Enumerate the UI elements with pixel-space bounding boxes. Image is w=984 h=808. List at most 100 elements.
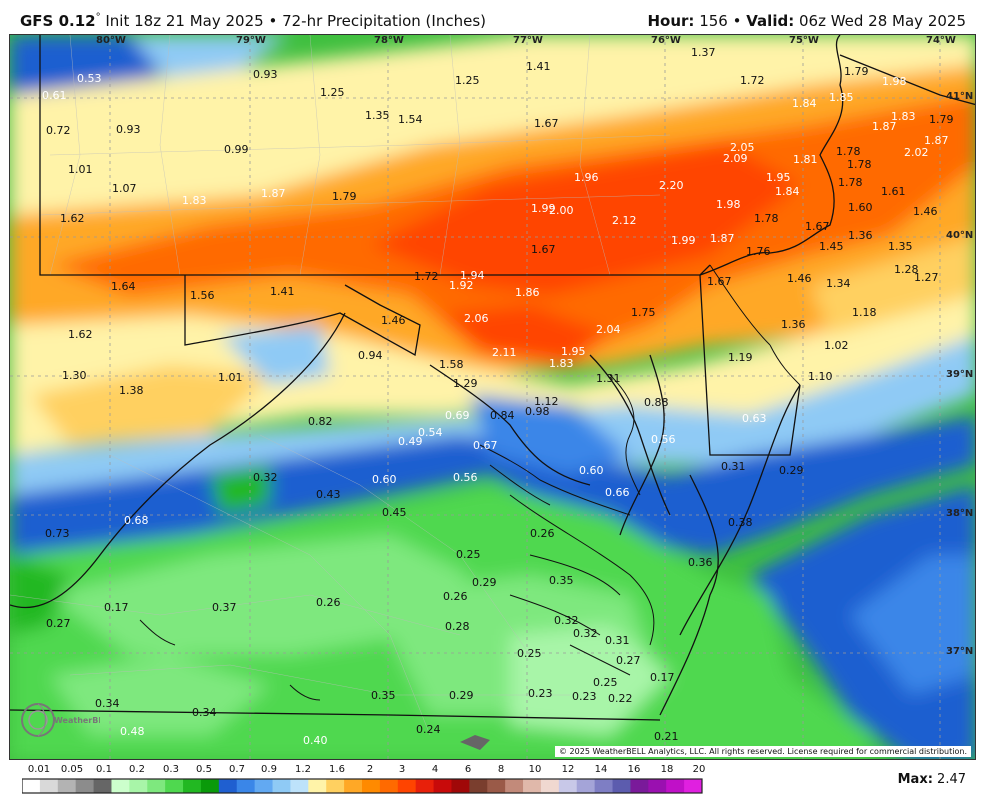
copyright-notice: © 2025 WeatherBELL Analytics, LLC. All r…	[555, 746, 971, 757]
precip-value: 1.27	[914, 271, 939, 284]
legend-tick-label: 0.3	[163, 764, 179, 775]
legend-tick-label: 4	[431, 764, 439, 775]
legend-tick-label: 6	[464, 764, 472, 775]
precip-value: 1.35	[365, 109, 390, 122]
legend-swatch	[469, 779, 488, 793]
precip-value: 0.82	[308, 415, 333, 428]
precip-value: 0.66	[605, 486, 630, 499]
precip-value: 1.46	[381, 314, 406, 327]
precip-value: 0.68	[124, 514, 149, 527]
precip-value: 0.26	[316, 596, 341, 609]
precip-value: 0.48	[120, 725, 145, 738]
longitude-label: 78°W	[374, 35, 404, 46]
legend-swatch	[505, 779, 524, 793]
legend-swatch	[290, 779, 309, 793]
coastline	[139, 374, 655, 701]
legend-swatch	[236, 779, 256, 793]
legend-swatch	[22, 779, 41, 793]
legend-swatch	[326, 779, 345, 793]
precip-value: 0.34	[95, 697, 120, 710]
precip-value: 0.63	[742, 412, 767, 425]
precip-value: 0.60	[372, 473, 397, 486]
legend-tick-label: 14	[594, 764, 608, 775]
precip-value: 0.56	[651, 433, 676, 446]
legend-swatch	[630, 779, 649, 793]
precipitation-map: 80°W 79°W 78°W 77°W 76°W 75°W 74°W 41°N 40°N 39°…	[9, 34, 976, 760]
precip-value: 1.67	[707, 275, 732, 288]
title-separator: •	[268, 12, 278, 30]
legend-bar	[21, 778, 703, 794]
precip-value: 1.62	[60, 212, 85, 225]
legend-swatch	[200, 779, 220, 793]
precip-value: 1.79	[332, 190, 357, 203]
legend-swatch	[576, 779, 596, 793]
precip-value: 0.27	[46, 617, 71, 630]
valid-time-header: Hour: 156 • Valid: 06z Wed 28 May 2025	[647, 12, 966, 30]
precip-value: 0.61	[42, 89, 67, 102]
precip-value: 1.36	[848, 229, 873, 242]
precip-value: 0.98	[525, 405, 550, 418]
legend-swatch	[362, 779, 381, 793]
precip-value: 1.29	[453, 377, 478, 390]
latitude-label: 40°N	[946, 230, 974, 241]
precip-value: 1.01	[68, 163, 93, 176]
legend-swatch	[648, 779, 667, 793]
lat-lon-grid	[10, 35, 975, 759]
legend-swatch	[308, 779, 327, 793]
precip-value: 0.34	[192, 706, 217, 719]
precip-value: 1.01	[218, 371, 243, 384]
precip-value: 1.87	[872, 120, 897, 133]
legend-tick-label: 2	[366, 764, 374, 775]
precip-value: 1.41	[526, 60, 551, 73]
longitude-label: 77°W	[513, 35, 543, 46]
precip-value: 0.67	[473, 439, 498, 452]
legend-swatch	[540, 779, 560, 793]
model-name: GFS 0.12	[20, 12, 96, 30]
legend-swatch	[523, 779, 542, 793]
precip-value: 0.28	[445, 620, 470, 633]
legend-swatch	[594, 779, 614, 793]
precip-value: 0.94	[358, 349, 383, 362]
legend-swatch	[183, 779, 202, 793]
precip-value: 0.31	[605, 634, 630, 647]
legend-tick-label: 0.05	[60, 764, 84, 775]
precip-value: 1.95	[561, 345, 586, 358]
precip-value: 1.86	[515, 286, 540, 299]
precip-value: 1.78	[838, 176, 863, 189]
precip-value: 0.53	[77, 72, 102, 85]
precip-value: 0.37	[212, 601, 237, 614]
precip-value: 1.79	[929, 113, 954, 126]
precip-value: 0.88	[644, 396, 669, 409]
hour-value: 156	[699, 12, 728, 30]
legend-swatch	[39, 779, 59, 793]
init-time: Init 18z 21 May 2025	[105, 12, 264, 30]
precip-value: 1.83	[182, 194, 207, 207]
precip-value: 0.23	[528, 687, 553, 700]
legend-swatch	[415, 779, 435, 793]
legend-swatch	[344, 779, 363, 793]
state-boundaries	[10, 35, 975, 721]
precip-value: 1.79	[844, 65, 869, 78]
legend-swatch	[218, 779, 238, 793]
legend-swatch	[666, 779, 685, 793]
precip-value: 1.45	[819, 240, 844, 253]
legend-tick-label: 1.2	[295, 764, 311, 775]
precip-value: 1.95	[766, 171, 791, 184]
legend-tick-label: 0.5	[196, 764, 212, 775]
precip-value: 2.11	[492, 346, 517, 359]
precip-value: 1.64	[111, 280, 136, 293]
legend-swatch	[684, 779, 703, 793]
precip-value: 0.56	[453, 471, 478, 484]
map-title: GFS 0.12° Init 18z 21 May 2025 • 72-hr P…	[20, 12, 486, 30]
legend-tick-label: 0.9	[261, 764, 277, 775]
precip-value: 0.22	[608, 692, 633, 705]
precip-value: 1.94	[460, 269, 485, 282]
legend-swatch	[558, 779, 578, 793]
precip-value: 1.98	[882, 75, 907, 88]
precip-value: 0.35	[371, 689, 396, 702]
precip-value: 1.78	[754, 212, 779, 225]
precip-value: 0.93	[253, 68, 278, 81]
precip-value: 1.67	[531, 243, 556, 256]
legend-swatch	[147, 779, 166, 793]
precip-value: 1.92	[449, 279, 474, 292]
